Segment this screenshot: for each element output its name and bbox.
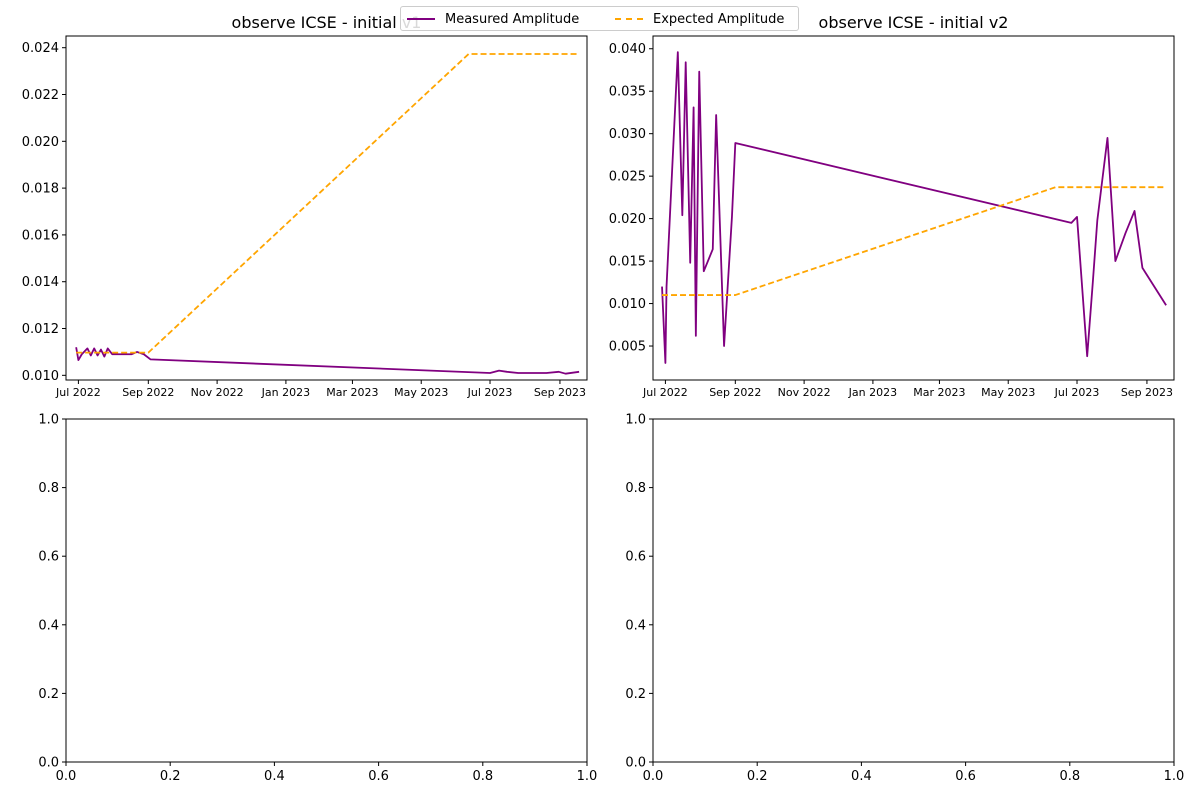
y-tick-label: 1.0 — [38, 413, 59, 428]
series-line-expected — [76, 53, 580, 354]
x-tick-label: 0.0 — [56, 769, 77, 784]
x-tick-label: May 2023 — [981, 386, 1035, 399]
y-tick-label: 1.0 — [625, 413, 646, 428]
chart-panel-2: Jul 2022 Sep 2022 Nov 2022 Jan 2023 Mar 2023… — [609, 13, 1175, 399]
y-tick-label: 0.012 — [22, 322, 59, 337]
y-tick-label: 0.014 — [22, 275, 59, 290]
y-tick-label: 0.4 — [625, 618, 646, 633]
y-tick-label: 0.010 — [22, 369, 59, 384]
y-tick-label: 0.025 — [609, 170, 646, 185]
legend-entry-measured: Measured Amplitude — [407, 10, 579, 28]
y-tick-label: 0.035 — [609, 85, 646, 100]
x-tick-label: Sep 2022 — [122, 386, 174, 399]
y-tick-label: 0.022 — [22, 88, 59, 103]
chart-panel-3: 0.0 0.2 0.4 0.6 0.8 1.0 0.0 0.2 0.4 0.6 0.8 1.0 — [38, 413, 597, 785]
y-tick-label: 0.018 — [22, 182, 59, 197]
y-tick-label: 0.4 — [38, 618, 59, 633]
series-line-measured — [75, 347, 580, 375]
x-tick-label: 0.4 — [851, 769, 872, 784]
y-tick-label: 0.0 — [625, 756, 646, 771]
x-tick-label: Sep 2023 — [1121, 386, 1173, 399]
y-tick-label: 0.0 — [38, 756, 59, 771]
plot-frame — [652, 35, 1175, 381]
x-tick-label: Jul 2023 — [1054, 386, 1100, 399]
y-tick-label: 0.005 — [609, 340, 646, 355]
legend-swatch-expected — [615, 18, 643, 20]
x-tick-label: Sep 2022 — [709, 386, 761, 399]
chart-panel-4: 0.0 0.2 0.4 0.6 0.8 1.0 0.0 0.2 0.4 0.6 0.8 1.0 — [625, 413, 1184, 785]
x-tick-label: 0.8 — [472, 769, 493, 784]
x-tick-label: 1.0 — [577, 769, 598, 784]
y-tick-label: 0.024 — [22, 41, 59, 56]
y-tick-label: 0.8 — [38, 481, 59, 496]
plot-frame — [65, 35, 588, 381]
plot-frame — [652, 418, 1175, 763]
y-tick-label: 0.010 — [609, 297, 646, 312]
figure-legend: Measured Amplitude Expected Amplitude — [400, 6, 799, 31]
x-tick-label: Mar 2023 — [913, 386, 965, 399]
x-tick-label: 0.6 — [955, 769, 976, 784]
chart-title: observe ICSE - initial v2 — [819, 13, 1009, 32]
x-tick-label: 0.4 — [264, 769, 285, 784]
chart-title: observe ICSE - initial v1 — [232, 13, 422, 32]
x-tick-label: 0.2 — [160, 769, 181, 784]
y-tick-label: 0.8 — [625, 481, 646, 496]
series-line-expected — [662, 186, 1167, 296]
x-tick-label: 0.2 — [747, 769, 768, 784]
x-tick-label: 0.6 — [368, 769, 389, 784]
x-tick-label: Jul 2022 — [642, 386, 688, 399]
legend-label-measured: Measured Amplitude — [445, 11, 580, 27]
legend-entry-expected: Expected Amplitude — [615, 10, 784, 28]
y-tick-label: 0.015 — [609, 255, 646, 270]
chart-panel-1: Jul 2022 Sep 2022 Nov 2022 Jan 2023 Mar 2023… — [22, 13, 588, 399]
x-tick-label: Sep 2023 — [534, 386, 586, 399]
y-tick-label: 0.6 — [38, 550, 59, 565]
y-tick-label: 0.2 — [625, 687, 646, 702]
series-line-measured — [661, 51, 1167, 364]
x-tick-label: 0.0 — [643, 769, 664, 784]
x-tick-label: Nov 2022 — [778, 386, 831, 399]
plot-frame — [65, 418, 588, 763]
y-tick-label: 0.020 — [609, 212, 646, 227]
x-tick-label: May 2023 — [394, 386, 448, 399]
x-tick-label: 1.0 — [1164, 769, 1185, 784]
x-tick-label: Jul 2022 — [55, 386, 101, 399]
y-tick-label: 0.030 — [609, 127, 646, 142]
y-tick-label: 0.020 — [22, 135, 59, 150]
y-tick-label: 0.016 — [22, 228, 59, 243]
x-tick-label: Jan 2023 — [261, 386, 310, 399]
x-tick-label: Mar 2023 — [326, 386, 378, 399]
y-tick-label: 0.2 — [38, 687, 59, 702]
x-tick-label: 0.8 — [1059, 769, 1080, 784]
x-tick-label: Jan 2023 — [848, 386, 897, 399]
legend-label-expected: Expected Amplitude — [653, 11, 785, 27]
x-tick-label: Jul 2023 — [467, 386, 513, 399]
x-tick-label: Nov 2022 — [191, 386, 244, 399]
y-tick-label: 0.040 — [609, 42, 646, 57]
legend-swatch-measured — [407, 18, 435, 20]
y-tick-label: 0.6 — [625, 550, 646, 565]
